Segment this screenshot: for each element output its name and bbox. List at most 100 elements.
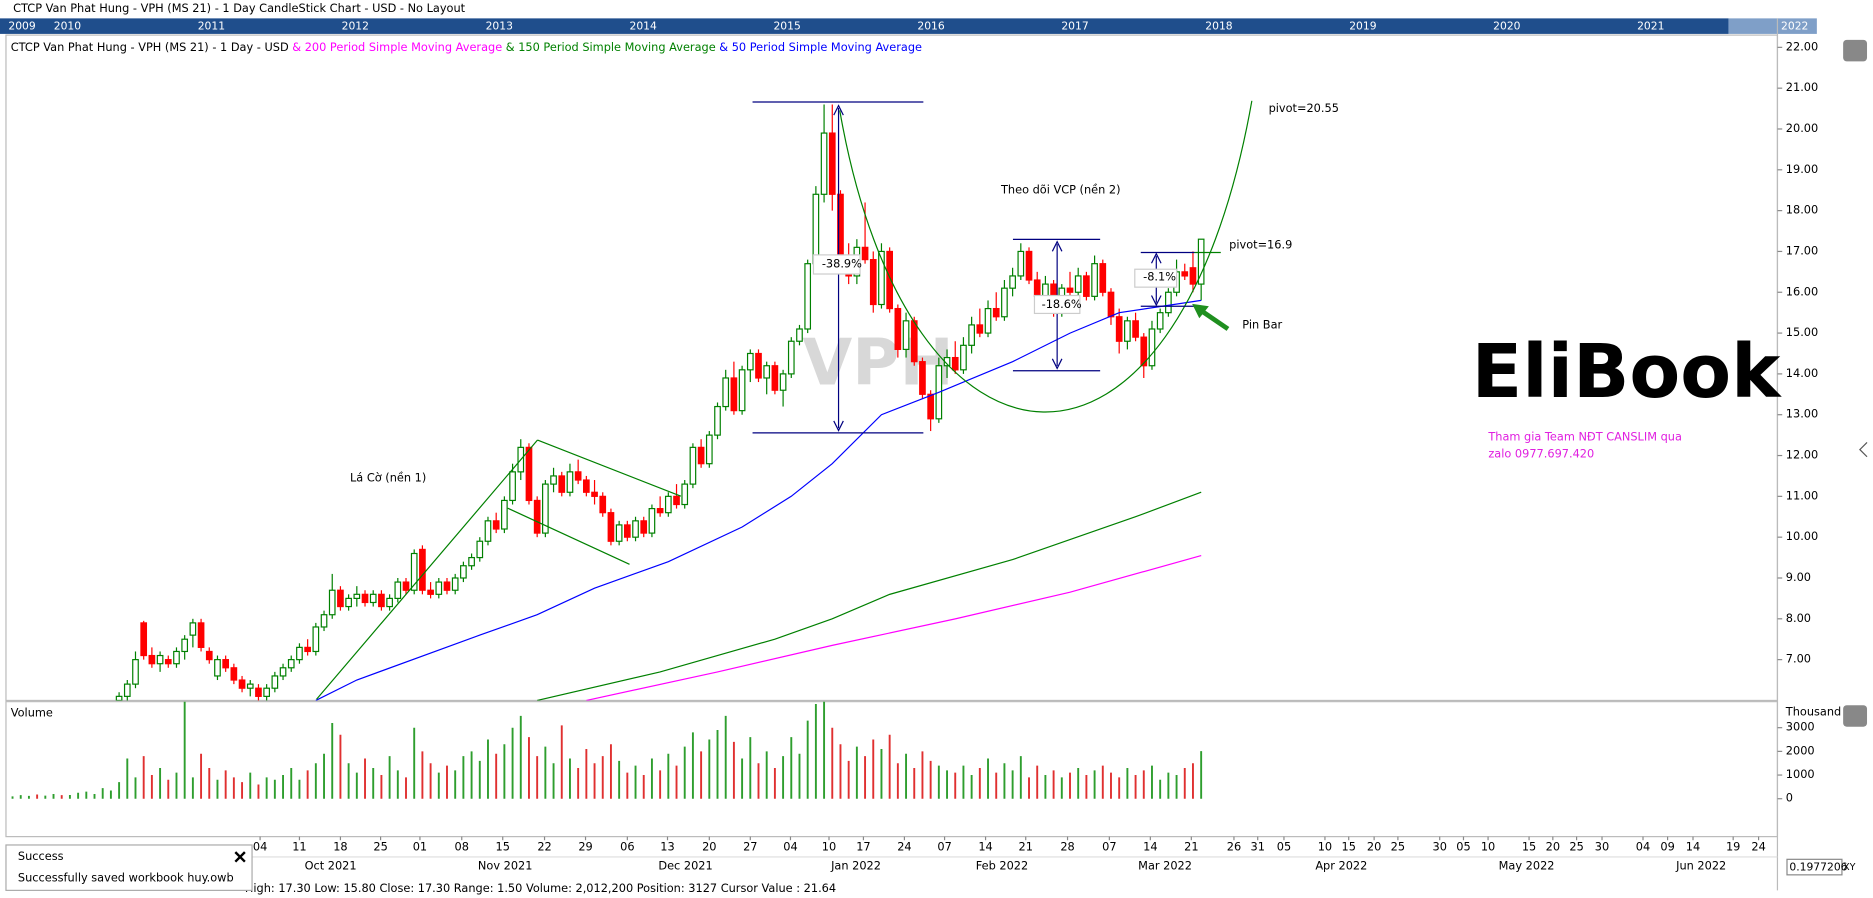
year-label: 2018 <box>1205 20 1233 33</box>
annotation: pivot=16.9 <box>1229 237 1292 251</box>
x-tick-label: 20 <box>1367 839 1381 853</box>
candle-body <box>828 132 836 195</box>
legend-entry: & 50 Period Simple Moving Average <box>719 40 922 54</box>
lock-icon[interactable] <box>1843 39 1868 62</box>
candle-body <box>378 593 385 608</box>
lock-icon[interactable] <box>1843 705 1868 727</box>
x-tick-label: 18 <box>333 839 347 853</box>
candle-body <box>787 340 795 375</box>
candle-body <box>976 324 984 334</box>
x-tick-label: 29 <box>578 839 592 853</box>
candle-body <box>435 581 443 595</box>
candle-body <box>1197 238 1205 285</box>
annotation: -38.9% <box>822 256 862 270</box>
x-tick-label: 25 <box>1391 839 1405 853</box>
cursor-mode[interactable]: XY <box>1843 862 1856 873</box>
candle-body <box>361 593 369 604</box>
collapse-arrow[interactable] <box>1859 442 1868 458</box>
candle-body <box>164 659 172 665</box>
year-label: 2017 <box>1061 20 1088 33</box>
x-tick-label: 31 <box>1251 839 1265 853</box>
x-tick-label: 17 <box>856 839 870 853</box>
candle-body <box>509 471 516 502</box>
candle-body <box>984 307 992 334</box>
candle-body <box>427 589 434 595</box>
candle-body <box>123 683 131 697</box>
candle-body <box>296 646 303 661</box>
candle-body <box>320 614 328 628</box>
candle-body <box>1074 275 1082 293</box>
candle-body <box>960 344 967 371</box>
volume-plot <box>11 701 1203 799</box>
candle-body <box>1017 250 1025 277</box>
candle-body <box>468 556 475 567</box>
candle-body <box>337 589 344 608</box>
month-label: Apr 2022 <box>1315 858 1367 872</box>
candle-body <box>451 577 459 591</box>
candle-body <box>542 483 549 534</box>
candle-body <box>1107 291 1115 318</box>
candle-body <box>796 328 803 342</box>
x-tick-label: 06 <box>620 839 634 853</box>
legend-entry: & 200 Period Simple Moving Average <box>292 40 502 54</box>
candle-body <box>156 654 164 665</box>
candle-body <box>115 695 123 701</box>
x-tick-label: 09 <box>1660 839 1674 853</box>
y-tick-label: 8.00 <box>1786 611 1811 625</box>
candle-body <box>238 679 246 689</box>
candle-body <box>755 352 762 379</box>
moving-average <box>537 491 1202 701</box>
x-tick-label: 24 <box>1751 839 1765 853</box>
toast-close[interactable] <box>234 851 246 863</box>
year-label: 2015 <box>773 20 800 33</box>
candle-body <box>484 520 492 542</box>
promo-line: zalo 0977.697.420 <box>1488 446 1594 460</box>
candle-body <box>550 475 557 485</box>
candle-body <box>689 446 697 485</box>
moving-average <box>586 554 1202 701</box>
candle-body <box>861 246 869 261</box>
legend-entry: & 150 Period Simple Moving Average <box>506 40 716 54</box>
candle-body <box>525 446 533 502</box>
volume-tick-label: 0 <box>1786 791 1793 805</box>
candle-body <box>771 365 779 391</box>
annotations: Lá Cờ (nền 1) Theo dõi VCP (nền 2) pivot=2… <box>350 101 1339 484</box>
y-tick-label: 16.00 <box>1786 284 1818 298</box>
candle-body <box>394 581 402 599</box>
x-tick-label: 21 <box>1019 839 1033 853</box>
candle-body <box>664 495 672 514</box>
month-label: Dec 2021 <box>658 858 712 872</box>
month-label: Oct 2021 <box>305 858 357 872</box>
candle-body <box>173 650 180 665</box>
candle-body <box>968 324 975 346</box>
x-tick-label: 01 <box>413 839 427 853</box>
candle-body <box>533 499 541 534</box>
candle-body <box>197 622 205 648</box>
month-label: May 2022 <box>1499 858 1555 872</box>
candle-body <box>148 654 156 665</box>
year-label: 2014 <box>630 20 658 33</box>
x-tick-label: 10 <box>822 839 836 853</box>
annotation: Lá Cờ (nền 1) <box>350 470 426 484</box>
candle-body <box>632 520 639 538</box>
candle-body <box>656 508 664 514</box>
candle-body <box>279 667 287 677</box>
candle-body <box>492 520 500 530</box>
candle-body <box>255 687 262 697</box>
candle-body <box>140 622 148 657</box>
candle-body <box>869 259 877 306</box>
y-tick-label: 22.00 <box>1786 39 1818 53</box>
year-selection[interactable] <box>1728 18 1817 34</box>
candle-body <box>1189 267 1197 285</box>
year-bar[interactable] <box>0 18 1729 34</box>
x-tick-label: 30 <box>1595 839 1609 853</box>
candle-body <box>1165 291 1172 314</box>
candle-body <box>730 377 738 412</box>
annotation: Pin Bar <box>1242 317 1282 331</box>
candle-body <box>1009 275 1016 289</box>
candle-body <box>812 193 820 265</box>
volume-tick-label: 2000 <box>1786 743 1815 757</box>
candle-body <box>623 524 631 538</box>
x-tick-label: 26 <box>1227 839 1241 853</box>
